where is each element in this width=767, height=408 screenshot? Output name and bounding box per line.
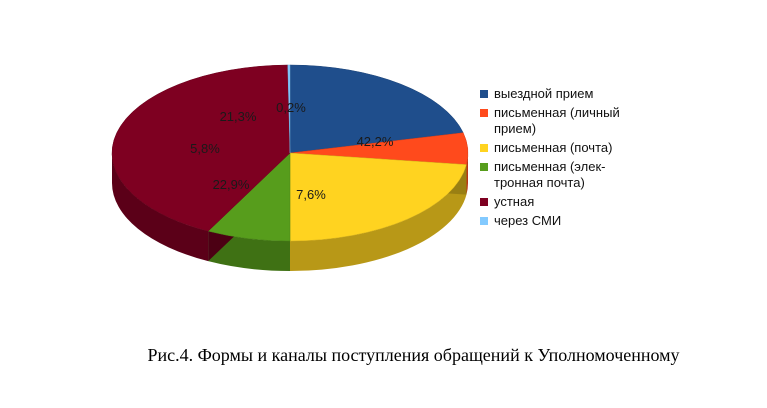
slice-data-label-1: 5,8%	[190, 141, 220, 156]
legend-item-4: устная	[480, 194, 670, 210]
pie-slice-0	[289, 64, 464, 154]
legend-swatch	[480, 217, 488, 225]
pie-slice-4	[111, 64, 291, 232]
legend-label: письменная (личный прием)	[494, 105, 620, 136]
legend-swatch	[480, 109, 488, 117]
figure-caption: Рис.4. Формы и каналы поступления обраще…	[147, 345, 680, 365]
legend-item-0: выездной прием	[480, 86, 670, 102]
pie-slice-5	[287, 64, 291, 154]
legend-swatch	[480, 198, 488, 206]
legend-label: устная	[494, 194, 535, 209]
legend-item-2: письменная (почта)	[480, 140, 670, 156]
legend-item-5: через СМИ	[480, 213, 670, 229]
legend-label: письменная (почта)	[494, 140, 613, 155]
pie-chart: 21,3% 5,8% 22,9% 7,6% 42,2% 0,2% выездной при…	[111, 64, 670, 271]
legend-item-3: письменная (элек- тронная почта)	[480, 159, 670, 191]
legend-swatch	[480, 90, 488, 98]
legend-label: выездной прием	[494, 86, 594, 101]
pie-slice-side-4	[112, 153, 209, 262]
legend-label: письменная (элек- тронная почта)	[494, 159, 606, 190]
legend-swatch	[480, 144, 488, 152]
pie-slice-side-2	[290, 164, 467, 271]
legend-item-1: письменная (личный прием)	[480, 105, 670, 137]
legend-swatch	[480, 163, 488, 171]
slice-data-label-3: 7,6%	[296, 187, 326, 202]
chart-legend: выездной прием письменная (личный прием) п…	[480, 86, 670, 232]
slice-data-label-2: 22,9%	[213, 177, 250, 192]
slice-data-label-0: 21,3%	[220, 109, 257, 124]
pie-slice-2	[289, 152, 467, 242]
slice-data-label-4: 42,2%	[357, 134, 394, 149]
pie-chart-svg: 21,3% 5,8% 22,9% 7,6% 42,2% 0,2%	[111, 64, 469, 271]
slice-data-label-5: 0,2%	[276, 100, 306, 115]
legend-label: через СМИ	[494, 213, 562, 228]
